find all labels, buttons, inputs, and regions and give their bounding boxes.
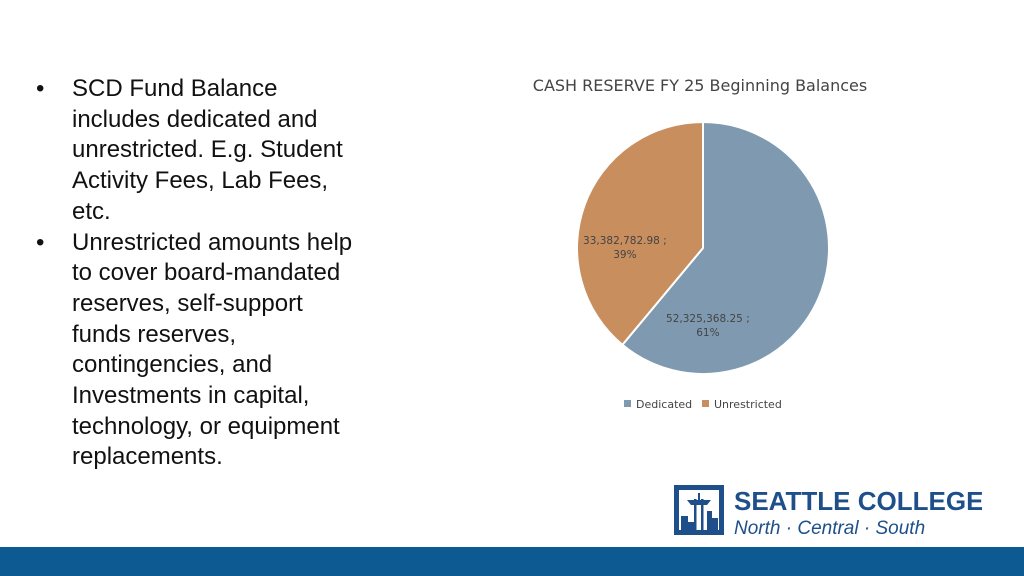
pie-chart: CASH RESERVE FY 25 Beginning Balances 52…	[520, 70, 880, 430]
pie-slice-unrestricted	[576, 120, 704, 347]
chart-title: CASH RESERVE FY 25 Beginning Balances	[532, 76, 868, 95]
bullet-text: Unrestricted amounts help to cover board…	[72, 228, 353, 471]
data-label-unrestricted: 33,382,782.98 ; 39%	[583, 235, 667, 261]
pie-chart-svg: 52,325,368.25 ; 61% 33,382,782.98 ; 39% Dedi…	[576, 120, 830, 411]
bullet-list: • SCD Fund Balance includes dedicated an…	[36, 74, 366, 473]
legend-swatch-unrestricted	[702, 400, 709, 407]
legend-label-dedicated: Dedicated	[636, 398, 692, 411]
seattle-colleges-logo: SEATTLE COLLEGES North · Central · South	[674, 485, 982, 539]
bullet-marker: •	[36, 228, 45, 256]
pie-slice-dedicated	[620, 120, 830, 375]
legend-label-unrestricted: Unrestricted	[714, 398, 782, 411]
bullet-item-fund-balance: • SCD Fund Balance includes dedicated an…	[36, 74, 366, 228]
logo-campuses: North · Central · South	[734, 518, 925, 539]
data-label-dedicated: 52,325,368.25 ; 61%	[666, 313, 750, 339]
legend-swatch-dedicated	[624, 400, 631, 407]
bullet-marker: •	[36, 75, 45, 102]
logo-name: SEATTLE COLLEGES	[734, 486, 982, 516]
footer-bar	[0, 547, 1024, 576]
space-needle-skyline-icon	[674, 485, 724, 535]
bullet-text: SCD Fund Balance includes dedicated and …	[72, 75, 343, 225]
bullet-item-unrestricted: • Unrestricted amounts help to cover boa…	[36, 228, 366, 474]
